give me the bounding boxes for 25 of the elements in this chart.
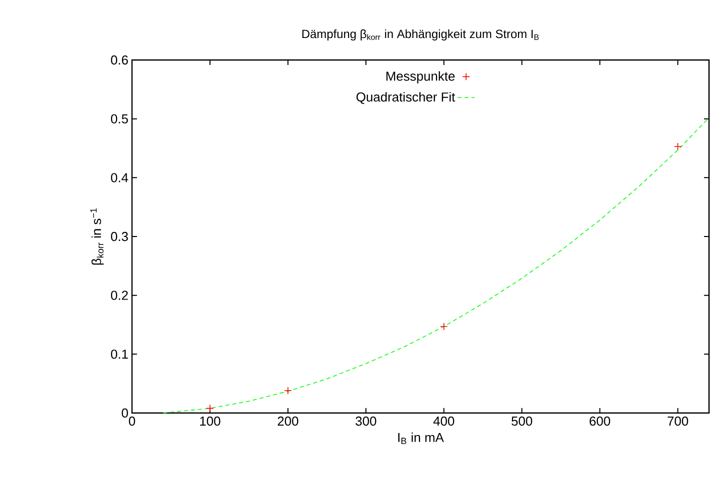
- point: [206, 404, 214, 412]
- point: [674, 142, 682, 150]
- y-tick-label: 0.2: [110, 290, 128, 300]
- legend-label: Messpunkte: [386, 71, 455, 84]
- x-tick-label: 0: [128, 416, 136, 426]
- y-tick-label: 0: [122, 408, 128, 418]
- y-axis-title: β$_{korr}$ in s$^{−1}$: [90, 208, 104, 265]
- y-tick-label: 0.4: [110, 173, 128, 182]
- line-series: [162, 117, 710, 414]
- x-axis-title: I$_{B}$ in mA: [398, 432, 444, 444]
- y-tick-label: 0.3: [110, 232, 128, 242]
- x-tick-label: 300: [356, 416, 376, 426]
- x-tick-label: 700: [668, 416, 688, 426]
- point: [284, 386, 292, 395]
- chart-title: Dämpfung β$_{korr}$ in Abhängigkeit zum Strom I$_{B}$: [302, 29, 539, 41]
- y-tick-label: 0.6: [110, 55, 128, 65]
- point: [440, 322, 448, 330]
- x-tick-label: 100: [200, 416, 220, 426]
- y-tick-label: 0.5: [110, 114, 128, 124]
- x-tick-label: 500: [512, 416, 532, 426]
- legend-label: Quadratischer Fit: [356, 92, 456, 104]
- x-tick-label: 200: [278, 416, 298, 426]
- x-tick-label: 400: [433, 416, 454, 426]
- y-tick-label: 0.1: [110, 350, 128, 359]
- x-tick-label: 600: [590, 416, 610, 426]
